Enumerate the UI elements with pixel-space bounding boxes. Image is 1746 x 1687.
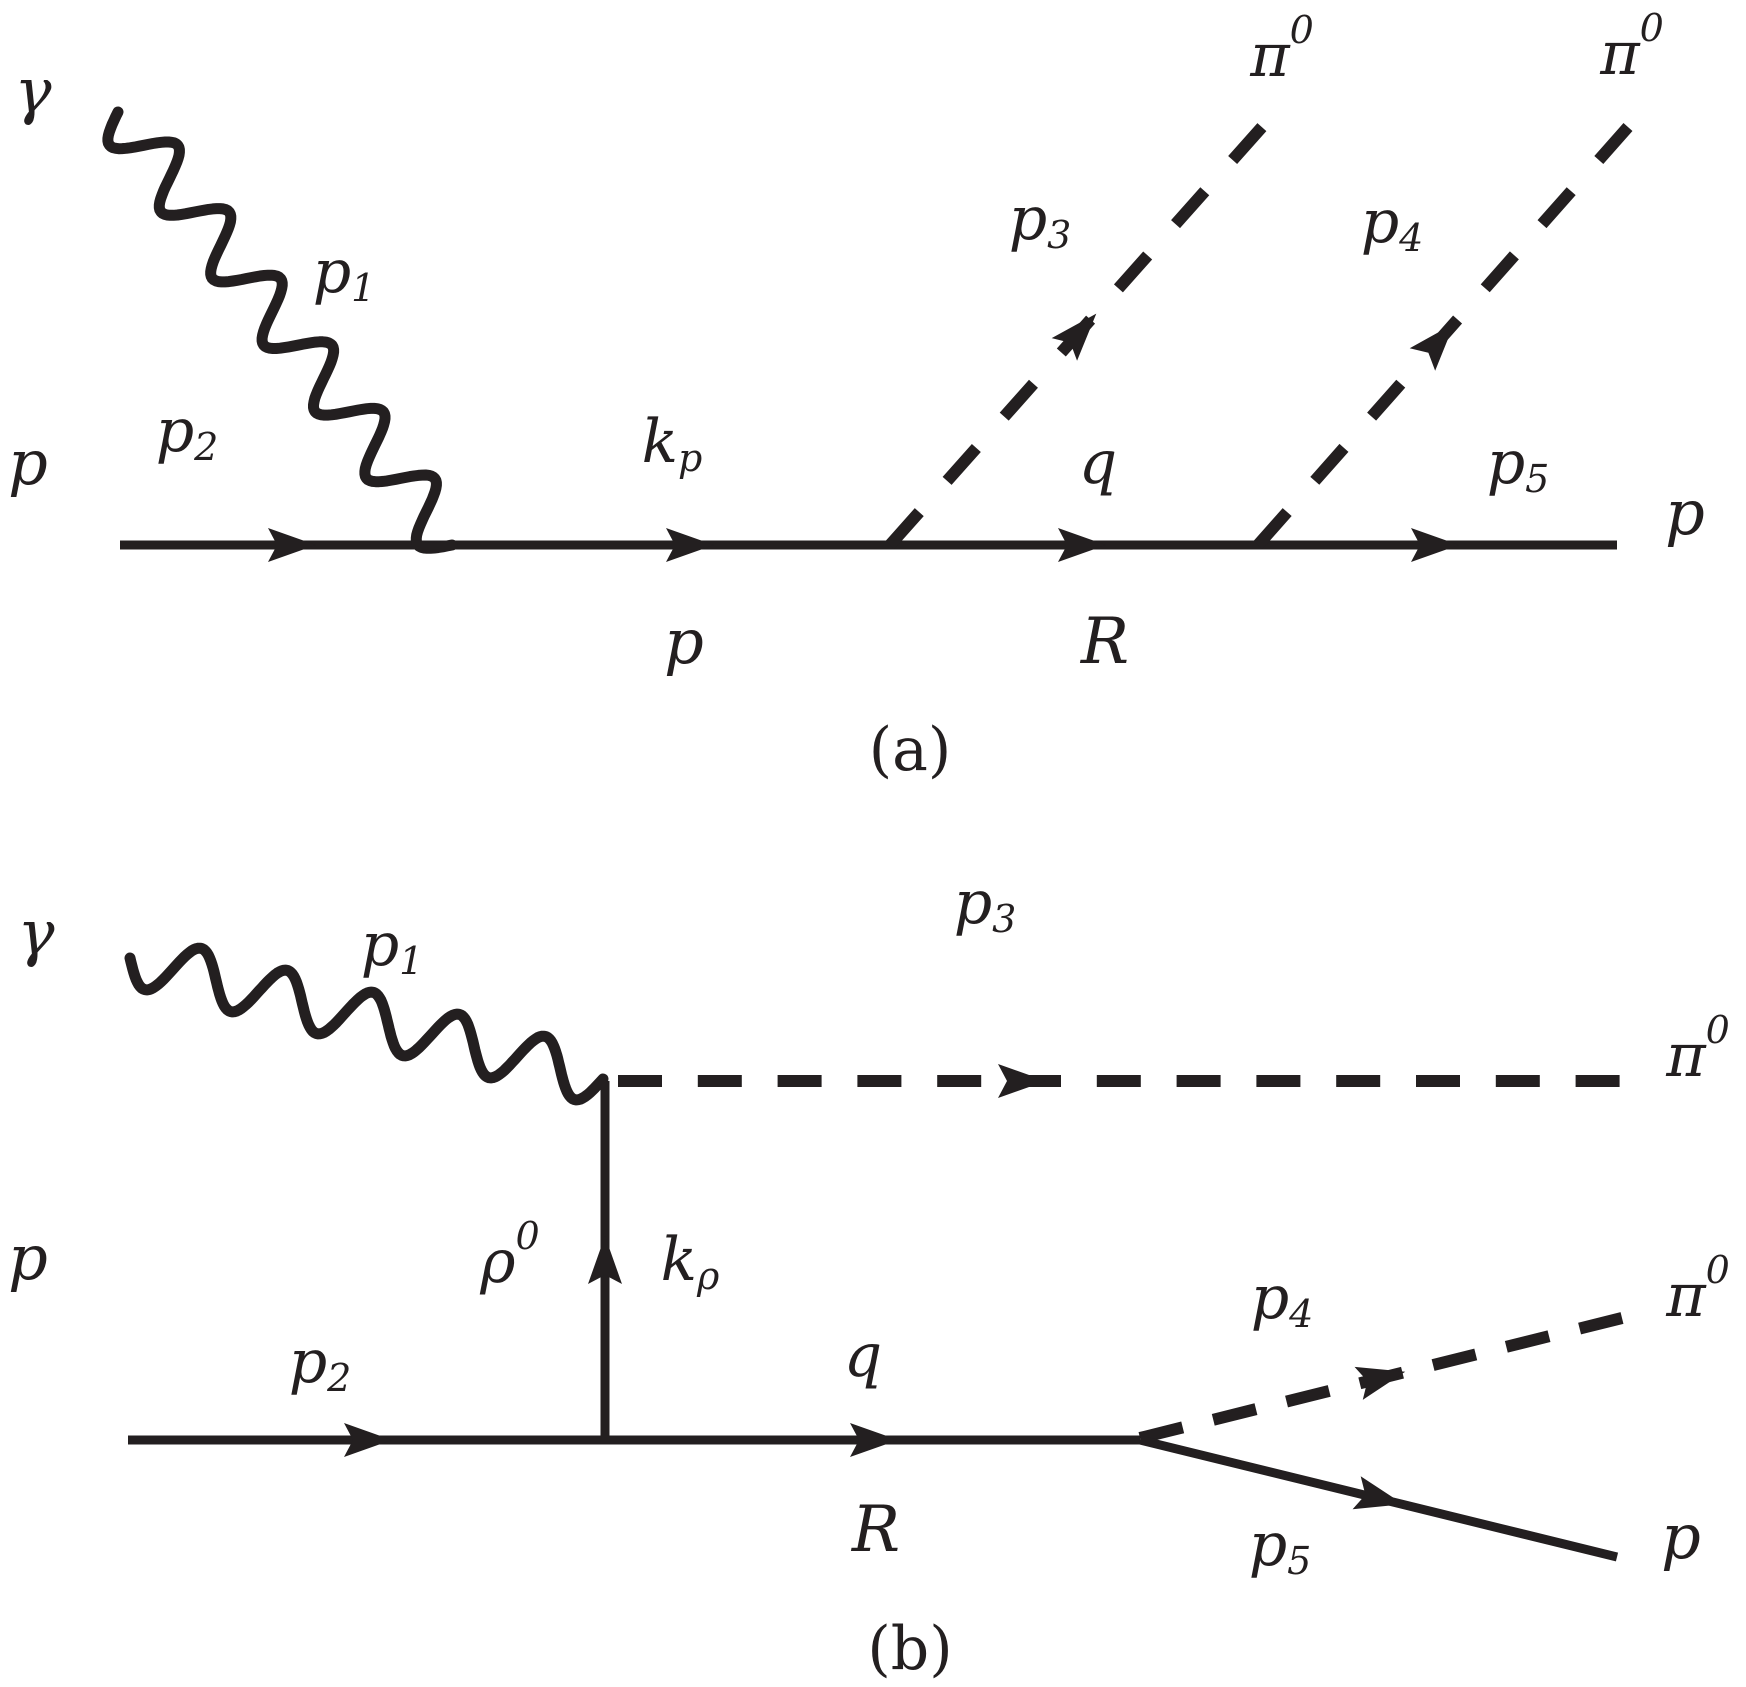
diagram-a: γ p p1 p2 kp p p3 q Rp4 p5 p π0 π0 (a) xyxy=(8,6,1705,785)
a-label-p3: p3 xyxy=(1009,184,1072,257)
b-label-p5: p5 xyxy=(1249,1510,1312,1583)
b-photon-line xyxy=(124,942,609,1106)
a-kp-arrow xyxy=(666,528,714,562)
b-label-krho: kρ xyxy=(661,1225,720,1298)
b-label-gamma: γ xyxy=(17,896,55,969)
a-label-resonance-R: R xyxy=(1080,605,1129,679)
a-label-kp: kp xyxy=(642,407,703,480)
a-label-p1: p1 xyxy=(313,237,376,310)
a-label-caption-a: (a) xyxy=(869,715,952,785)
b-p2-arrow xyxy=(344,1423,392,1457)
b-label-q: q xyxy=(844,1321,882,1391)
b-p3-arrow xyxy=(998,1064,1046,1098)
b-label-pi0-upper: π0 xyxy=(1665,1008,1730,1091)
b-label-p1: p1 xyxy=(361,910,424,983)
a-label-pi0-first: π0 xyxy=(1249,8,1314,91)
b-label-rho0: ρ0 xyxy=(479,1214,539,1297)
b-label-proton-in: p xyxy=(8,1221,48,1294)
a-p3-arrow xyxy=(1051,313,1097,361)
a-label-proton-in: p xyxy=(8,426,48,499)
b-p4-arrow xyxy=(1354,1366,1406,1400)
a-p4-arrow xyxy=(1409,323,1455,371)
b-krho-arrow xyxy=(588,1236,622,1284)
a-label-q: q xyxy=(1079,428,1117,498)
a-label-gamma: γ xyxy=(14,54,52,127)
b-label-resonance-R: R xyxy=(851,1493,900,1567)
a-label-p4: p4 xyxy=(1361,187,1424,260)
a-q-arrow xyxy=(1058,528,1106,562)
b-label-p2: p2 xyxy=(289,1327,352,1400)
a-photon-line xyxy=(102,106,458,554)
b-label-p3: p3 xyxy=(954,868,1017,941)
a-p2-arrow xyxy=(268,528,316,562)
b-label-caption-b: (b) xyxy=(867,1614,952,1684)
b-label-proton-out: p xyxy=(1661,1500,1701,1573)
b-p5-arrow xyxy=(1352,1476,1404,1510)
a-label-proton-out: p xyxy=(1665,476,1705,549)
a-p5-arrow xyxy=(1411,528,1459,562)
a-label-p5: p5 xyxy=(1487,428,1550,501)
a-label-proton-mid: p xyxy=(664,605,704,678)
b-label-pi0-lower: π0 xyxy=(1665,1248,1730,1331)
b-q-arrow xyxy=(850,1423,898,1457)
b-label-p4: p4 xyxy=(1251,1263,1314,1336)
a-label-pi0-second: π0 xyxy=(1599,6,1664,89)
diagram-b: γ p p1 p2 ρ0 kρ q Rp3 p4 p5 π0 π0 p (b) xyxy=(8,868,1730,1684)
a-label-p2: p2 xyxy=(156,396,219,469)
